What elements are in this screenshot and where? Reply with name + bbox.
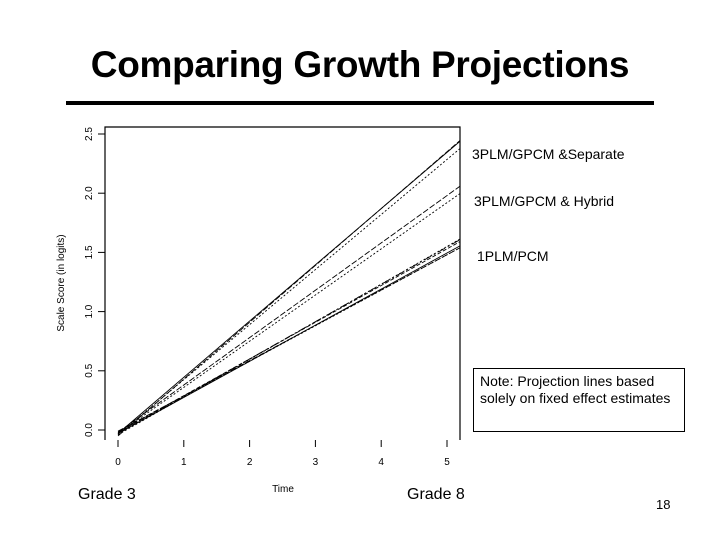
y-tick-label: 1.0: [84, 304, 95, 318]
grade-start-label: Grade 3: [78, 486, 136, 503]
series-label-pcm: 1PLM/PCM: [477, 248, 549, 264]
plot-frame: [104, 126, 461, 440]
series-label-separate: 3PLM/GPCM &Separate: [472, 146, 625, 162]
projection-lines: [117, 139, 460, 437]
x-tick-label: 2: [247, 457, 253, 468]
title-divider: [66, 101, 654, 105]
y-tick-label: 0.5: [84, 363, 95, 377]
projection-line: [117, 140, 460, 434]
projection-line: [117, 147, 460, 436]
slide-title: Comparing Growth Projections: [90, 44, 630, 85]
page-number: 18: [656, 497, 671, 512]
projection-line: [117, 185, 460, 433]
y-axis-title: Scale Score (in logits): [56, 234, 67, 331]
note-box: Note: Projection lines based solely on f…: [473, 368, 685, 432]
y-tick-label: 1.5: [84, 245, 95, 259]
grade-end-label: Grade 8: [407, 486, 465, 503]
y-tick-label: 2.5: [84, 127, 95, 141]
projection-line: [117, 192, 460, 434]
x-tick-label: 3: [313, 457, 319, 468]
projection-line: [117, 239, 460, 434]
x-tick-label: 0: [115, 457, 121, 468]
y-tick-label: 2.0: [84, 186, 95, 200]
series-label-hybrid: 3PLM/GPCM & Hybrid: [474, 193, 615, 209]
projection-line: [117, 247, 460, 432]
x-tick-label: 4: [378, 457, 384, 468]
x-tick-label: 1: [181, 457, 187, 468]
x-axis-title: Time: [272, 484, 294, 495]
y-tick-label: 0.0: [84, 423, 95, 437]
x-tick-label: 5: [444, 457, 450, 468]
